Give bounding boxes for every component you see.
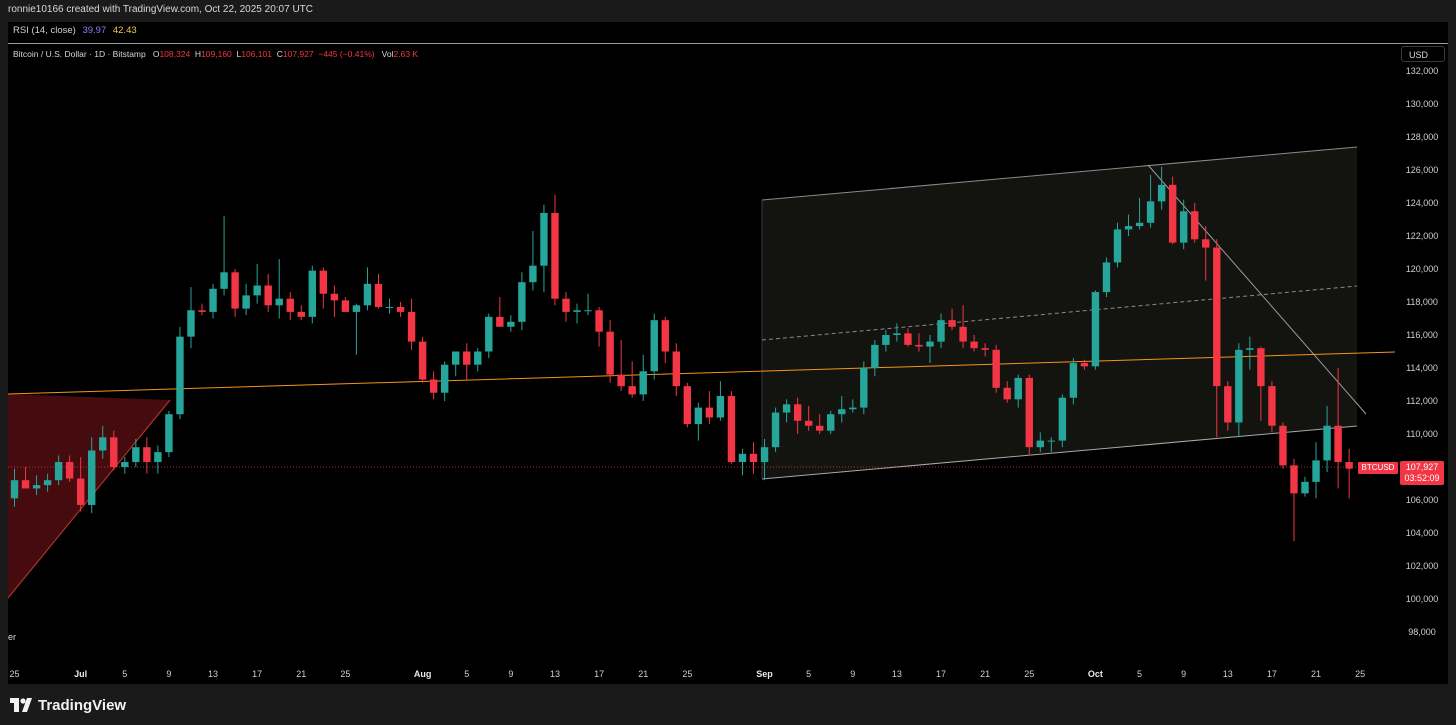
open-value: 108,324 <box>159 49 191 59</box>
rsi-ma-value: 42.43 <box>112 25 137 36</box>
open-label: O <box>152 49 160 59</box>
vol-value: 2.63 K <box>393 49 419 59</box>
symbol-tag: BTCUSD <box>1358 462 1398 474</box>
change-value: −445 (−0.41%) <box>318 49 375 59</box>
tradingview-logo-icon <box>10 698 32 712</box>
rsi-label: RSI (14, close) <box>13 25 76 36</box>
close-value: 107,927 <box>282 49 314 59</box>
symbol-legend[interactable]: Bitcoin / U.S. Dollar · 1D · Bitstamp O1… <box>13 49 418 59</box>
price-tag-value: 107,927 <box>1405 462 1439 472</box>
tradingview-brand[interactable]: TradingView <box>10 694 126 716</box>
low-label: L <box>236 49 242 59</box>
high-value: 109,160 <box>201 49 232 59</box>
pane-separator[interactable] <box>8 43 1448 44</box>
price-tag: 107,927 03:52:09 <box>1400 461 1444 485</box>
brand-name: TradingView <box>38 696 127 714</box>
vol-label: Vol <box>381 49 394 59</box>
symbol-name: Bitcoin / U.S. Dollar · 1D · Bitstamp <box>13 49 146 59</box>
credit-line: ronnie10166 created with TradingView.com… <box>8 4 313 15</box>
close-label: C <box>276 49 283 59</box>
currency-button[interactable]: USD <box>1401 46 1445 62</box>
high-label: H <box>194 49 202 59</box>
rsi-value: 39.97 <box>82 25 107 36</box>
rsi-legend[interactable]: RSI (14, close) 39.97 42.43 <box>13 25 137 36</box>
low-value: 106,101 <box>241 49 272 59</box>
chart-canvas[interactable] <box>8 22 1448 684</box>
price-tag-countdown: 03:52:09 <box>1404 473 1440 483</box>
